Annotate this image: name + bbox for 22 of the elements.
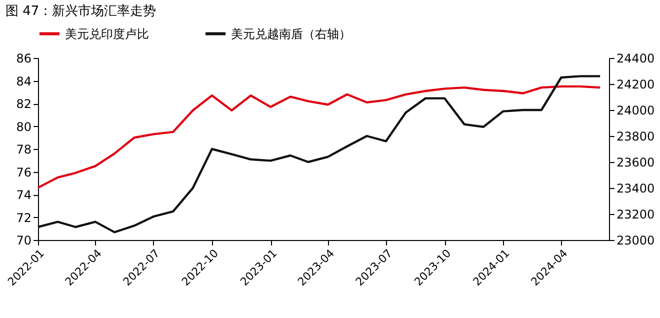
legend-label: 美元兑印度卢比 [65,26,149,41]
y-tick-label: 78 [16,142,32,156]
y-tick-label: 86 [16,52,32,66]
y-tick-label: 72 [16,210,32,225]
y-tick-label: 84 [16,74,32,88]
legend-label: 美元兑越南盾（右轴） [231,26,351,41]
y2-tick-label: 23400 [616,182,655,196]
y-tick-label: 74 [16,188,32,202]
y-tick-label: 82 [16,97,32,111]
chart-title: 图 47：新兴市场汇率走势 [6,3,156,19]
y2-tick-label: 24200 [616,78,655,92]
y2-tick-label: 23000 [616,234,655,248]
y-tick-label: 80 [16,120,32,134]
y2-tick-label: 23800 [616,130,655,144]
line-series [36,85,602,189]
y2-tick-label: 24400 [616,52,655,66]
y-tick-label: 70 [16,234,32,248]
y2-tick-label: 23200 [616,208,655,222]
y2-tick-label: 24000 [616,104,655,118]
line-series [36,75,602,234]
y2-tick-label: 23600 [616,156,655,170]
y-tick-label: 76 [16,165,32,180]
